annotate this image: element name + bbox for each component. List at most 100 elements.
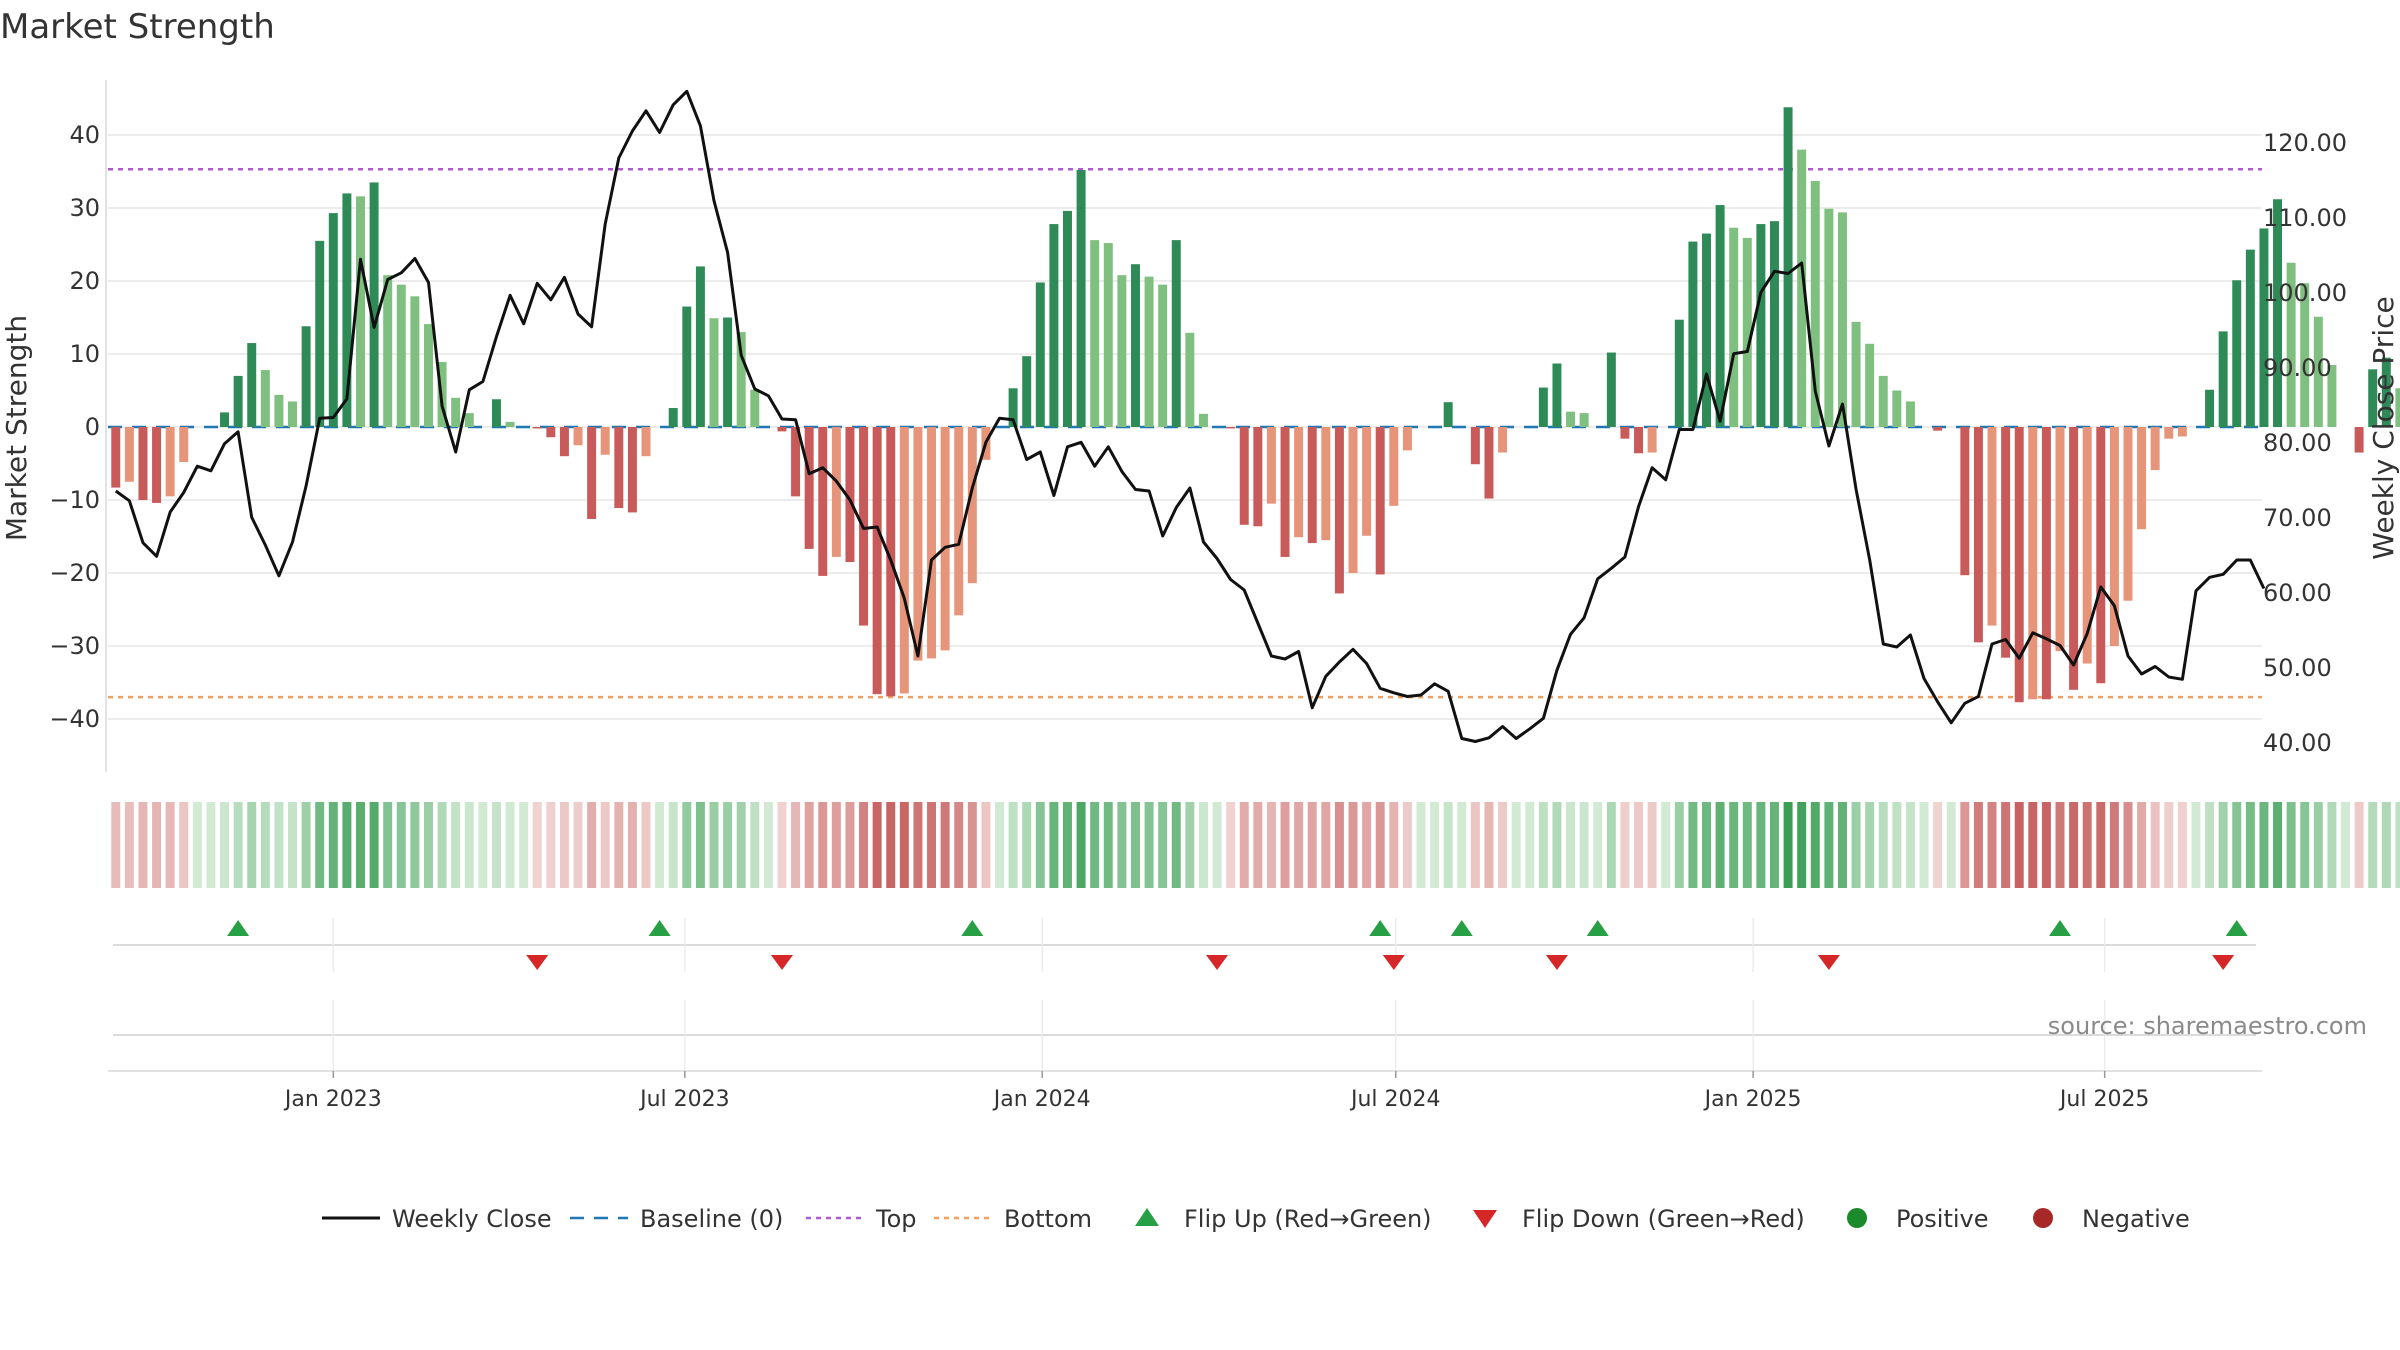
flip-down-marker [1206, 955, 1229, 970]
legend-swatch-flip-down [1473, 1210, 1497, 1228]
strength-bar [1837, 212, 1847, 427]
strength-bar [1865, 343, 1875, 427]
strength-bar [614, 427, 624, 509]
x-tick-label: Jul 2025 [2058, 1087, 2150, 1112]
y-tick-label: 20 [69, 267, 100, 295]
chart-title: Market Strength [0, 7, 275, 47]
strip-cell [1729, 802, 1739, 888]
flip-up-marker [1369, 920, 1392, 936]
strip-cell [1117, 802, 1127, 888]
strip-cell [1266, 802, 1276, 888]
strength-bar [2300, 283, 2310, 427]
strength-bar [1892, 390, 1902, 427]
legend-label: Top [875, 1205, 917, 1233]
x-tick-label: Jan 2025 [1703, 1087, 1802, 1112]
strip-cell [1416, 802, 1426, 888]
strip-cell [2245, 802, 2255, 888]
strip-cell [1470, 802, 1480, 888]
strip-cell [587, 802, 597, 888]
strip-cell [1865, 802, 1875, 888]
strength-bar [1008, 388, 1018, 427]
y-axis-title: Market Strength [0, 315, 33, 541]
strength-bar [872, 427, 882, 695]
strip-cell [641, 802, 651, 888]
legend-item-top: Top [806, 1205, 917, 1233]
flip-up-marker [2049, 920, 2072, 936]
y2-tick-label: 60.00 [2263, 579, 2332, 607]
legend-label: Baseline (0) [640, 1205, 783, 1233]
strip-cell [1022, 802, 1032, 888]
strip-cell [614, 802, 624, 888]
strip-cell [1008, 802, 1018, 888]
strength-bar [315, 240, 325, 427]
strip-cell [1348, 802, 1358, 888]
strength-bar [464, 413, 474, 427]
strength-bar [1158, 284, 1168, 427]
strip-cell [1824, 802, 1834, 888]
strength-bar [288, 401, 298, 427]
strength-bar [1973, 427, 1983, 643]
strength-bar [1402, 427, 1412, 451]
strength-bar [1769, 221, 1779, 427]
strength-bar [152, 427, 162, 503]
flip-up-marker [2225, 920, 2248, 936]
y-tick-label: 10 [69, 340, 100, 368]
strength-bar [220, 412, 230, 427]
strip-cell [410, 802, 420, 888]
strip-cell [1538, 802, 1548, 888]
flip-up-marker [961, 920, 984, 936]
strength-bar [2286, 262, 2296, 427]
strip-cell [301, 802, 311, 888]
strip-cell [1905, 802, 1915, 888]
strip-cell [1280, 802, 1290, 888]
flip-up-marker [227, 920, 250, 936]
flip-up-marker [1586, 920, 1609, 936]
strength-bar [1634, 427, 1644, 454]
y-tick-label: −10 [49, 486, 100, 514]
reference-lines [108, 168, 2262, 699]
strip-cell [152, 802, 162, 888]
strip-cell [138, 802, 148, 888]
strip-cell [1130, 802, 1140, 888]
strip-cell [437, 802, 447, 888]
strip-cell [1987, 802, 1997, 888]
strength-bar [573, 427, 583, 446]
strip-cell [1103, 802, 1113, 888]
strip-cell [1443, 802, 1453, 888]
empty-panel [113, 1000, 2256, 1071]
strength-bar [2205, 389, 2215, 427]
flip-down-marker [1817, 955, 1840, 970]
strength-bar [2069, 427, 2079, 690]
strip-cell [2137, 802, 2147, 888]
strip-cell [505, 802, 515, 888]
strength-bar [927, 427, 937, 659]
strength-color-strip [111, 802, 2400, 888]
strip-cell [1933, 802, 1943, 888]
strength-bar [1878, 375, 1888, 427]
strength-bar [1063, 210, 1072, 427]
y2-tick-label: 80.00 [2263, 429, 2332, 457]
legend-label: Flip Up (Red→Green) [1184, 1205, 1432, 1233]
strength-bar [1484, 427, 1494, 499]
strip-cell [682, 802, 692, 888]
strip-cell [1960, 802, 1970, 888]
strip-cell [886, 802, 896, 888]
strip-cell [2286, 802, 2296, 888]
strip-cell [192, 802, 202, 888]
strength-bar [682, 306, 692, 427]
legend-swatch-positive [1847, 1208, 1867, 1228]
strength-bar [1117, 275, 1127, 427]
y2-tick-label: 110.00 [2263, 204, 2347, 232]
legend-swatch-negative [2033, 1208, 2053, 1228]
strength-bar [2123, 427, 2133, 601]
strength-bar [1348, 427, 1358, 573]
strength-bar [1090, 240, 1100, 427]
strip-cell [627, 802, 637, 888]
strip-cell [2191, 802, 2201, 888]
strip-cell [559, 802, 569, 888]
strip-cell [859, 802, 869, 888]
strip-cell [478, 802, 488, 888]
weekly-close-path [114, 89, 2266, 743]
strip-cell [1566, 802, 1576, 888]
strength-bar [410, 296, 420, 427]
